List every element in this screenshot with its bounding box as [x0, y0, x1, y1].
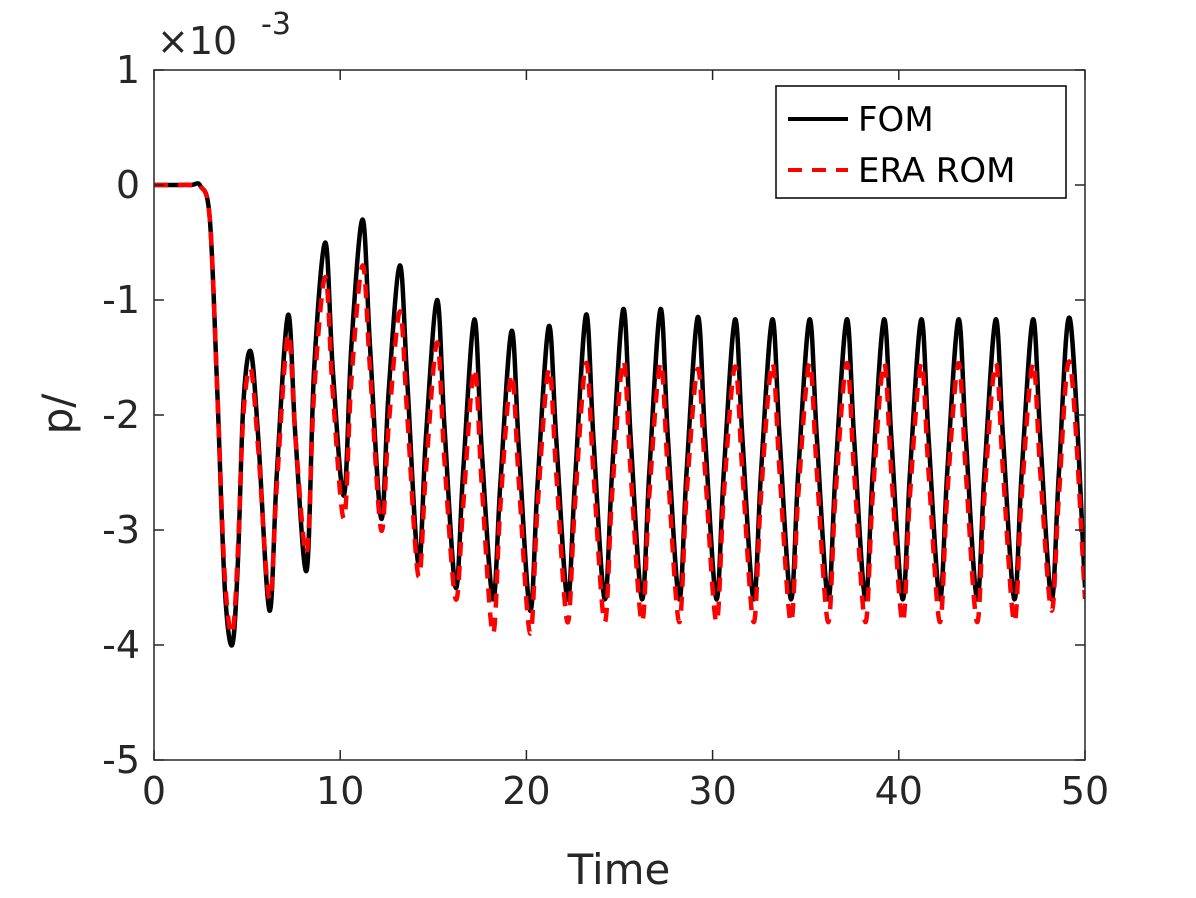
y-axis-title: p/ — [33, 393, 82, 435]
y-tick-label: 1 — [116, 48, 140, 92]
legend: FOM ERA ROM — [775, 85, 1067, 199]
ticks-layer: 0 10 20 30 40 50 -5 -4 -3 -2 -1 0 1 — [102, 48, 1109, 813]
y-axis-exponent-base: ×10 — [157, 19, 237, 63]
x-tick-label: 40 — [875, 769, 923, 813]
legend-box — [775, 85, 1067, 199]
y-tick-label: -1 — [102, 278, 140, 322]
x-tick-label: 30 — [688, 769, 736, 813]
legend-label-fom: FOM — [858, 100, 934, 140]
x-tick-label: 0 — [142, 769, 166, 813]
x-axis-title: Time — [567, 845, 671, 894]
x-tick-label: 10 — [316, 769, 364, 813]
x-tick-label: 20 — [502, 769, 550, 813]
series-layer — [154, 181, 1085, 648]
legend-label-era-rom: ERA ROM — [858, 151, 1016, 191]
series-line-era-rom — [154, 181, 1085, 637]
y-tick-label: -2 — [102, 393, 140, 437]
y-tick-label: -4 — [102, 623, 140, 667]
series-line-fom — [154, 181, 1085, 648]
y-tick-label: -3 — [102, 508, 140, 552]
y-axis-exponent-power: -3 — [261, 7, 291, 42]
y-tick-label: 0 — [116, 163, 140, 207]
y-tick-label: -5 — [102, 738, 140, 782]
x-tick-label: 50 — [1061, 769, 1109, 813]
